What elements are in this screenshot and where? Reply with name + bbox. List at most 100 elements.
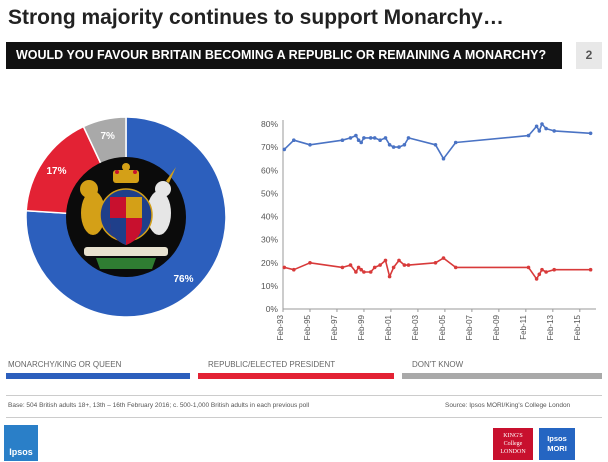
series-point-republic [544,270,548,274]
y-tick-label: 80% [261,119,278,129]
question-banner: WOULD YOU FAVOUR BRITAIN BECOMING A REPU… [6,42,562,69]
series-point-republic [540,267,544,272]
x-tick-label: Feb-01 [384,314,393,340]
series-point-republic [292,267,296,272]
series-point-republic [354,270,358,274]
series-point-monarchy [354,133,358,138]
kings-logo-line1: KING'S [503,433,523,439]
series-point-monarchy [372,136,377,140]
footer-divider-bottom [6,417,602,418]
series-point-monarchy [362,136,366,140]
series-point-monarchy [387,143,392,147]
series-point-republic [340,265,345,270]
series-point-republic [534,277,539,281]
series-point-monarchy [292,138,296,142]
base-note: Base: 504 British adults 18+, 13th – 16t… [8,402,310,409]
series-point-monarchy [359,140,364,145]
x-tick-label: Feb-99 [357,314,366,340]
x-tick-label: Feb-15 [573,314,582,340]
series-point-monarchy [368,136,373,140]
series-point-republic [378,263,382,267]
x-tick-label: Feb-97 [330,314,339,340]
series-point-monarchy [397,145,401,149]
series-point-republic [387,274,392,279]
legend-label-monarchy: MONARCHY/KING OR QUEEN [8,360,122,369]
series-point-republic [282,265,287,270]
series-point-monarchy [348,136,353,140]
series-point-monarchy [588,131,593,136]
legend-swatch-monarchy [6,373,190,379]
series-point-monarchy [441,156,446,161]
series-point-republic [453,265,458,270]
series-point-monarchy [406,136,411,140]
series-point-republic [526,265,531,270]
series-point-republic [383,258,388,263]
y-tick-label: 70% [261,142,278,152]
legend-swatch-republic [198,373,394,379]
series-point-monarchy [391,145,396,149]
x-tick-label: Feb-13 [546,314,555,340]
x-tick-label: Feb-95 [303,314,312,340]
x-tick-label: Feb-07 [465,314,474,340]
series-point-monarchy [537,129,542,133]
series-point-republic [372,265,377,270]
ipsos-mori-logo: Ipsos MORI [539,428,575,460]
donut-label: 17% [46,166,66,177]
series-point-republic [348,263,353,267]
y-tick-label: 30% [261,235,278,245]
x-tick-label: Feb-05 [438,314,447,340]
series-point-monarchy [544,126,548,131]
series-point-republic [368,270,373,274]
series-point-republic [362,270,366,274]
series-point-republic [356,265,361,270]
donut-label: 7% [100,131,115,142]
series-point-monarchy [356,138,361,142]
source-note: Source: Ipsos MORI/King's College London [445,402,571,409]
series-point-monarchy [378,138,382,142]
series-point-monarchy [534,124,539,129]
series-point-monarchy [383,136,388,140]
legend-label-dont-know: DON'T KNOW [412,360,464,369]
series-point-monarchy [453,140,458,145]
series-point-republic [537,272,542,277]
donut-label: 76% [173,274,193,285]
y-tick-label: 60% [261,165,278,175]
series-point-republic [588,267,593,272]
series-point-monarchy [282,147,287,152]
series-point-monarchy [540,122,544,126]
ipsos-logo: Ipsos [4,425,38,461]
y-tick-label: 50% [261,188,278,198]
y-tick-label: 20% [261,258,278,268]
x-tick-label: Feb-03 [411,314,420,340]
series-point-monarchy [340,138,345,142]
series-point-republic [402,263,407,267]
legend-label-republic: REPUBLIC/ELECTED PRESIDENT [208,360,336,369]
y-tick-label: 0% [266,304,279,314]
mori-logo-line2: MORI [547,444,567,453]
series-point-republic [391,265,396,270]
series-point-republic [406,263,411,267]
kings-logo-line2: College [503,441,523,447]
series-point-monarchy [308,143,312,147]
series-point-republic [308,261,312,265]
kings-college-logo: KING'S College LONDON [493,428,533,460]
kings-logo-line3: LONDON [500,449,526,455]
series-point-republic [359,267,364,272]
footer-divider-top [6,395,602,396]
series-point-republic [441,256,446,260]
page-number: 2 [576,42,602,69]
series-point-republic [397,258,401,263]
series-point-republic [552,267,556,272]
y-tick-label: 10% [261,281,278,291]
mori-logo-line1: Ipsos [547,434,567,443]
x-tick-label: Feb-93 [276,314,285,340]
series-point-monarchy [402,143,407,147]
series-point-monarchy [526,133,531,138]
series-line-republic [284,257,591,280]
series-point-republic [433,261,438,265]
series-point-monarchy [433,143,438,147]
x-tick-label: Feb-09 [492,314,501,340]
slide-title: Strong majority continues to support Mon… [8,6,504,29]
